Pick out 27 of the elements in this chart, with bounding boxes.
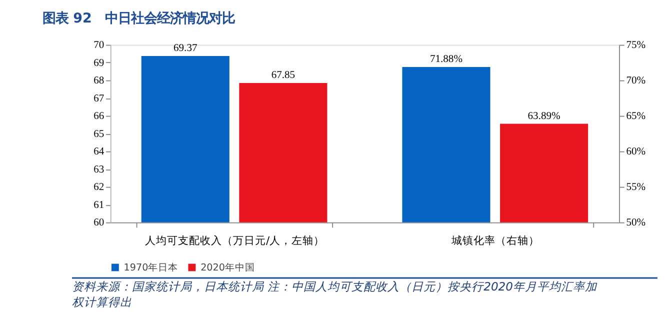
y-tick-label: 70 [94, 40, 104, 52]
data-label: 63.89% [528, 110, 561, 122]
y-tick-label: 61 [94, 200, 104, 211]
y-tick-label: 62 [94, 182, 104, 194]
y-tick-label: 63 [94, 164, 104, 176]
y2-tick-label: 65% [626, 111, 646, 122]
y2-tick-label: 60% [626, 146, 646, 158]
legend-label: 2020年中国 [200, 261, 255, 274]
y2-tick-label: 75% [626, 40, 646, 52]
y-tick-label: 69 [94, 58, 104, 69]
text: 资料来源：国家统计局，日本统计局 注：中国人均可支配收入（日元）按央行2020年月平均汇率加权计算得出 [72, 279, 598, 309]
data-label: 69.37 [174, 43, 198, 54]
y-tick-label: 60 [94, 218, 104, 229]
y-tick-label: 66 [94, 111, 104, 122]
y-tick-label: 64 [94, 146, 105, 158]
y-tick-label: 65 [94, 128, 104, 140]
y2-tick-label: 55% [626, 182, 646, 194]
x-tick-label: 城镇化率（右轴） [450, 234, 540, 247]
data-label: 67.85 [271, 70, 296, 82]
x-tick-label: 人均可支配收入（万日元/人，左轴） [144, 234, 325, 247]
y2-tick-label: 70% [626, 76, 646, 87]
data-label: 71.88% [430, 54, 463, 66]
legend-label: 1970年日本 [124, 261, 178, 274]
chart-title: 图表 92 中日社会经济情况对比 [42, 10, 235, 27]
y-tick-label: 67 [94, 93, 104, 104]
y2-tick-label: 50% [626, 218, 646, 229]
y-tick-label: 68 [94, 76, 104, 87]
